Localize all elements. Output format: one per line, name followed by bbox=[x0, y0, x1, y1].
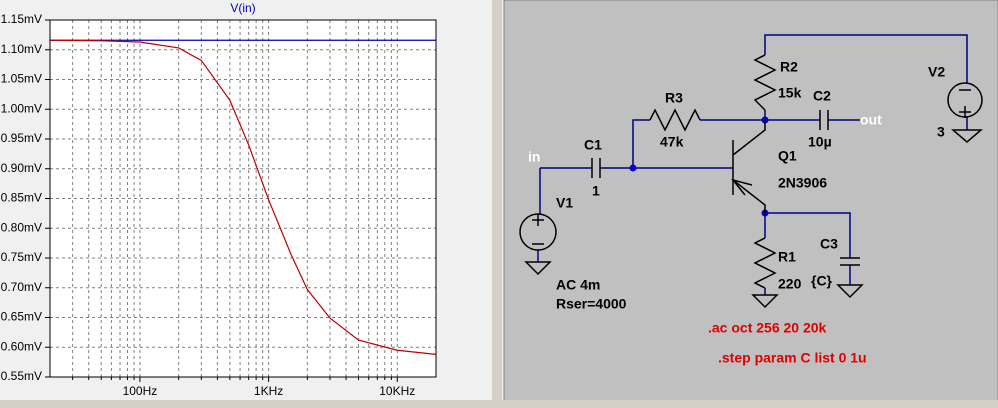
component-value: 3 bbox=[937, 124, 945, 140]
y-tick-label: 0.65mV bbox=[1, 310, 42, 324]
source-v2-sign bbox=[959, 89, 971, 118]
chart-title: V(in) bbox=[230, 1, 255, 15]
y-tick-label: 0.80mV bbox=[1, 220, 42, 234]
y-tick-label: 0.70mV bbox=[1, 280, 42, 294]
spice-directive: .step param C list 0 1u bbox=[718, 350, 867, 366]
component-label: C1 bbox=[584, 137, 602, 153]
resistor-r3 bbox=[649, 108, 701, 132]
status-bar bbox=[0, 400, 998, 408]
resistor-r1 bbox=[753, 237, 777, 289]
plot-frame bbox=[49, 19, 437, 378]
schematic: in C1 1 V1 R3 47k R2 15k C2 10µ out Q1 2… bbox=[519, 34, 984, 366]
component-label: Q1 bbox=[778, 148, 797, 164]
component-label: R3 bbox=[665, 90, 683, 106]
component-value: 1 bbox=[592, 183, 600, 199]
x-tick-label: 100Hz bbox=[123, 384, 158, 398]
component-label: C2 bbox=[813, 88, 831, 104]
capacitor-c2 bbox=[819, 110, 829, 130]
y-tick-label: 0.95mV bbox=[1, 131, 42, 145]
resistor-r2 bbox=[753, 54, 777, 111]
capacitor-c1 bbox=[591, 158, 601, 178]
series-line bbox=[49, 39, 437, 355]
schematic-window bbox=[503, 0, 998, 408]
y-tick-label: 1.10mV bbox=[1, 42, 42, 56]
component-value: {C} bbox=[811, 273, 833, 289]
component-value: 47k bbox=[660, 134, 684, 150]
grounds bbox=[524, 129, 984, 309]
y-tick-label: 0.90mV bbox=[1, 161, 42, 175]
component-value: Rser=4000 bbox=[556, 296, 627, 312]
component-value: AC 4m bbox=[556, 277, 600, 293]
splitter bbox=[492, 0, 502, 408]
y-tick-label: 0.85mV bbox=[1, 191, 42, 205]
transistor-q1 bbox=[730, 120, 766, 213]
y-tick-label: 1.05mV bbox=[1, 72, 42, 86]
component-label: V1 bbox=[556, 195, 573, 211]
net-label: in bbox=[528, 149, 540, 165]
component-label: R2 bbox=[780, 59, 798, 75]
component-label: C3 bbox=[820, 236, 838, 252]
component-value: 2N3906 bbox=[778, 175, 827, 191]
component-label: R1 bbox=[778, 249, 796, 265]
x-tick-label: 10KHz bbox=[379, 384, 415, 398]
y-tick-label: 0.60mV bbox=[1, 339, 42, 353]
source-v1-sign bbox=[532, 214, 544, 245]
net-label: out bbox=[860, 112, 882, 128]
node bbox=[629, 164, 637, 172]
component-label: V2 bbox=[928, 64, 945, 80]
y-tick-label: 0.75mV bbox=[1, 250, 42, 264]
x-tick-label: 1KHz bbox=[254, 384, 283, 398]
component-value: 220 bbox=[778, 276, 802, 292]
y-tick-label: 0.55mV bbox=[1, 369, 42, 383]
y-tick-label: 1.00mV bbox=[1, 101, 42, 115]
spice-directive: .ac oct 256 20 20k bbox=[708, 320, 827, 336]
component-value: 10µ bbox=[808, 134, 832, 150]
component-value: 15k bbox=[778, 85, 802, 101]
y-tick-label: 1.15mV bbox=[1, 12, 42, 26]
capacitor-c3 bbox=[840, 257, 860, 266]
